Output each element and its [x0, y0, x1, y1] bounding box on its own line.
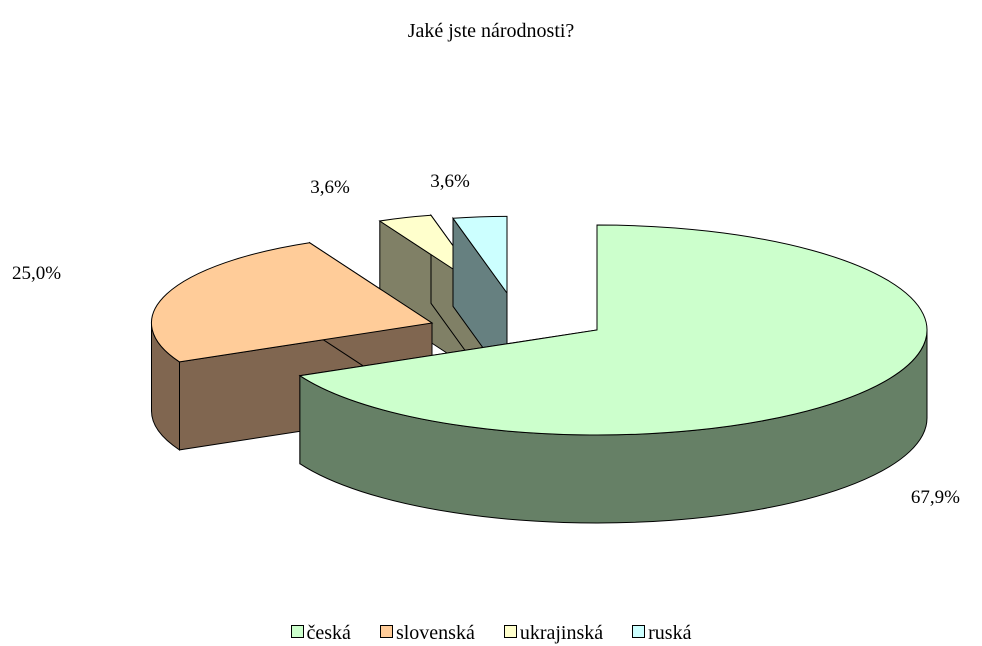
- legend-item-slovenska: slovenská: [379, 622, 475, 645]
- legend-item-ruska: ruská: [632, 622, 691, 645]
- legend-item-ukrajinska: ukrajinská: [503, 622, 604, 645]
- data-label-ukrajinska: 3,6%: [310, 177, 350, 198]
- legend-swatch-ceska: [290, 625, 304, 638]
- slice-slovenska: [150, 242, 434, 363]
- data-label-ceska: 67,9%: [911, 487, 960, 508]
- data-label-slovenska: 25,0%: [12, 263, 61, 284]
- legend-item-ceska: česká: [290, 622, 351, 645]
- legend-swatch-ukrajinska: [503, 625, 517, 638]
- legend-swatch-ruska: [632, 625, 646, 638]
- legend-label-ruska: ruská: [648, 622, 692, 644]
- legend-label-ceska: česká: [306, 622, 351, 644]
- data-label-ruska: 3,6%: [430, 171, 470, 192]
- legend-label-slovenska: slovenská: [395, 622, 475, 644]
- chart-legend: česká slovenská ukrajinská ruská: [0, 622, 982, 645]
- slice-ruska: [452, 215, 508, 295]
- chart-title: Jaké jste národnosti?: [407, 20, 575, 42]
- legend-label-ukrajinska: ukrajinská: [519, 622, 604, 644]
- slice-ceska: [298, 224, 928, 436]
- legend-swatch-slovenska: [379, 625, 393, 638]
